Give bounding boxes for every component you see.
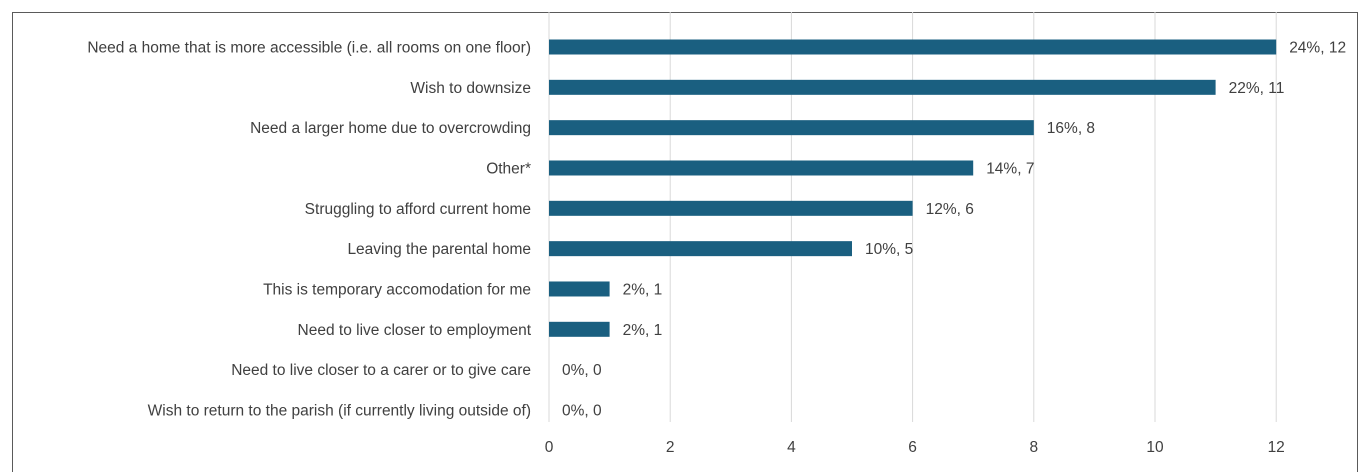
data-label: 2%, 1 (623, 322, 663, 339)
data-label: 16%, 8 (1047, 120, 1095, 137)
bar (549, 120, 1034, 136)
category-label: Need to live closer to employment (298, 322, 532, 339)
category-label: Wish to downsize (410, 80, 531, 97)
category-label: Need a home that is more accessible (i.e… (87, 40, 531, 57)
bar (549, 160, 974, 176)
chart-frame (12, 12, 1358, 472)
x-tick-label: 10 (1146, 439, 1164, 456)
bar (549, 241, 852, 257)
data-label: 22%, 11 (1229, 80, 1285, 97)
data-label: 10%, 5 (865, 241, 913, 258)
bar (549, 321, 610, 337)
bar (549, 200, 913, 216)
x-tick-label: 4 (787, 439, 796, 456)
x-tick-label: 12 (1268, 439, 1285, 456)
bar (549, 281, 610, 297)
bar (549, 79, 1216, 95)
category-label: Need a larger home due to overcrowding (250, 120, 531, 137)
x-tick-label: 8 (1029, 439, 1038, 456)
category-label: Other* (486, 160, 531, 177)
data-label: 0%, 0 (562, 362, 602, 379)
x-tick-label: 2 (666, 439, 675, 456)
category-label: Wish to return to the parish (if current… (148, 402, 531, 419)
x-tick-label: 0 (545, 439, 554, 456)
data-label: 2%, 1 (623, 281, 663, 298)
category-label: Struggling to afford current home (305, 201, 531, 218)
x-tick-label: 6 (908, 439, 917, 456)
data-label: 24%, 12 (1289, 40, 1346, 57)
data-label: 0%, 0 (562, 402, 602, 419)
data-label: 14%, 7 (986, 160, 1034, 177)
category-label: Leaving the parental home (347, 241, 531, 258)
data-label: 12%, 6 (926, 201, 974, 218)
bar (549, 39, 1277, 55)
category-label: Need to live closer to a carer or to giv… (231, 362, 531, 379)
category-label: This is temporary accomodation for me (263, 281, 531, 298)
